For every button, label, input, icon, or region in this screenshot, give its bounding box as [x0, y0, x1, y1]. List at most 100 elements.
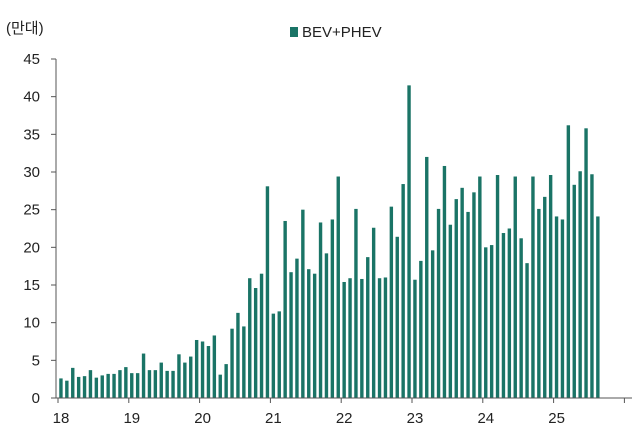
y-axis-unit-label: (만대) [6, 20, 44, 37]
x-tick-label: 20 [194, 410, 211, 427]
bar [312, 273, 317, 398]
bar [283, 220, 287, 398]
bar [76, 376, 81, 398]
bar [466, 211, 470, 398]
legend: BEV+PHEV [290, 24, 382, 41]
bar [425, 156, 429, 398]
bar [200, 341, 205, 398]
bar [253, 288, 258, 398]
bar [348, 278, 352, 398]
x-tick-label: 25 [548, 410, 565, 427]
bar [230, 328, 234, 398]
x-tick-label: 24 [477, 410, 494, 427]
bar [94, 377, 99, 398]
bar [171, 370, 175, 398]
bar [194, 339, 199, 398]
bar [336, 176, 340, 398]
y-tick-label: 0 [32, 390, 40, 407]
bar [324, 253, 329, 398]
bar [484, 247, 488, 398]
bar [236, 312, 240, 398]
bar [118, 370, 122, 398]
bar [413, 279, 417, 398]
bar [130, 373, 134, 398]
y-tick-label: 40 [23, 89, 40, 106]
bar [454, 199, 458, 398]
bar [501, 233, 506, 398]
bar [82, 376, 87, 398]
bar [248, 278, 252, 398]
bars [59, 85, 600, 399]
bar [65, 380, 69, 398]
bar [271, 313, 276, 398]
bar [165, 370, 169, 398]
bar [289, 272, 293, 398]
bar [495, 175, 500, 398]
bar [572, 184, 576, 398]
bar [584, 128, 588, 398]
bar [71, 367, 75, 398]
bar [531, 176, 535, 398]
bar [537, 208, 541, 398]
bar [265, 186, 270, 398]
bar [371, 227, 376, 398]
bar [478, 176, 482, 398]
bar [436, 208, 441, 398]
bar [259, 273, 264, 398]
x-tick-label: 19 [123, 410, 140, 427]
y-tick-label: 10 [23, 315, 40, 332]
bar [442, 165, 447, 398]
bar [354, 208, 358, 398]
bar [189, 356, 193, 398]
bar [578, 171, 582, 398]
bar [419, 260, 423, 398]
bar [330, 219, 335, 398]
bar [206, 346, 211, 398]
y-tick-label: 15 [23, 277, 40, 294]
bar [301, 209, 305, 398]
x-tick-label: 21 [265, 410, 282, 427]
bar [147, 370, 152, 398]
y-tick-label: 35 [23, 126, 40, 143]
y-tick-label: 45 [23, 51, 40, 68]
bar [566, 125, 571, 398]
bar [277, 311, 281, 398]
bar [112, 373, 116, 398]
x-tick-label: 18 [53, 410, 70, 427]
bar [218, 374, 222, 398]
bar [224, 364, 228, 398]
bar [307, 269, 311, 398]
bar [100, 375, 104, 398]
bar [389, 206, 394, 398]
bar [88, 370, 93, 398]
bar [141, 353, 146, 398]
x-axis: 18 19 20 21 22 23 24 25 [53, 397, 632, 427]
legend-series-label: BEV+PHEV [302, 24, 382, 41]
bar [360, 278, 364, 398]
x-tick-label: 22 [336, 410, 353, 427]
bar [507, 228, 512, 398]
bar [177, 354, 181, 398]
bar [159, 362, 163, 398]
bar [519, 238, 523, 398]
y-tick-label: 20 [23, 239, 40, 256]
legend-swatch [290, 27, 298, 37]
bar [543, 196, 547, 398]
bar [548, 175, 553, 398]
y-axis: 0 5 10 15 20 25 30 35 40 45 [23, 51, 57, 407]
bar [295, 258, 299, 398]
x-tick-label: 23 [407, 410, 424, 427]
bar [407, 85, 411, 399]
bar [395, 236, 399, 398]
bar [460, 187, 464, 398]
bar [430, 250, 435, 398]
bar [560, 219, 565, 398]
bar [554, 216, 559, 398]
bar [513, 176, 517, 398]
bar [366, 257, 370, 398]
bar [596, 216, 600, 398]
y-tick-label: 5 [32, 352, 40, 369]
bar [135, 373, 140, 398]
bar [124, 367, 128, 398]
